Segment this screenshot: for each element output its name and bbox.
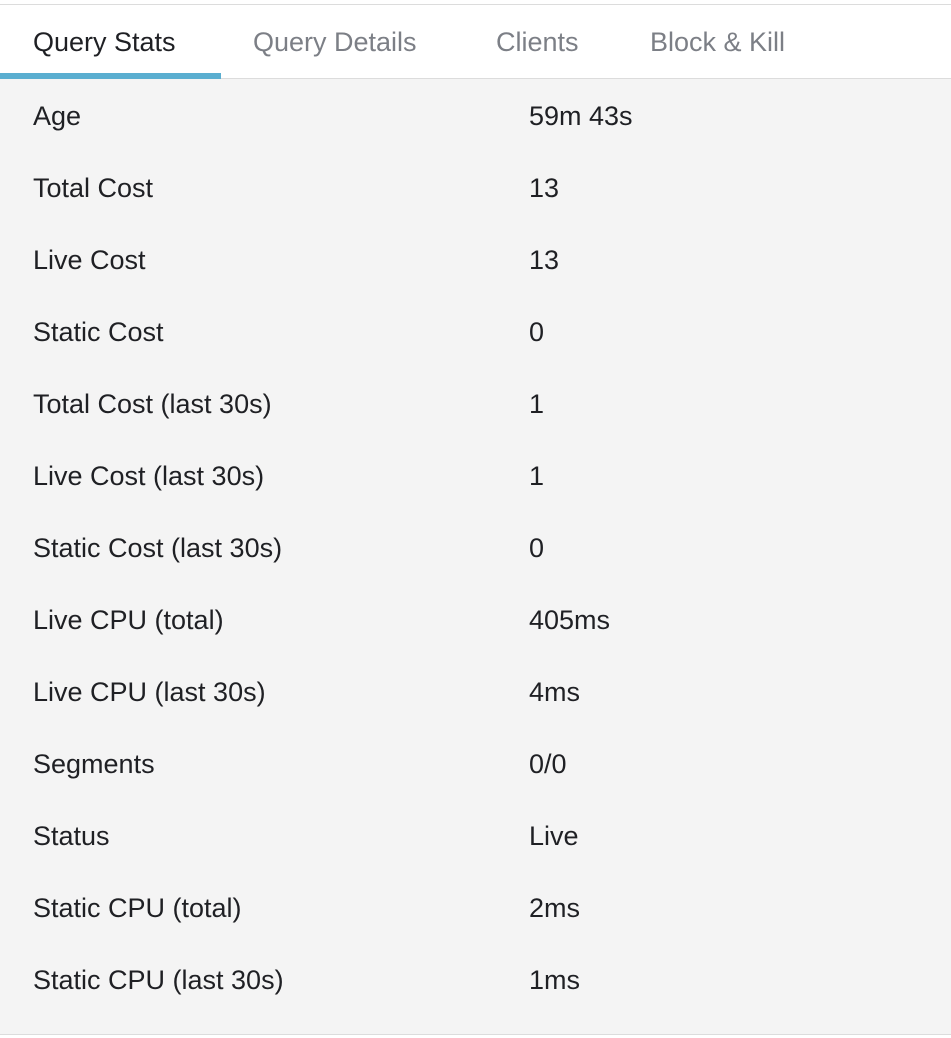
stat-row-static-cost-last-30s: Static Cost (last 30s) 0 <box>0 511 951 583</box>
tab-bar: Query Stats Query Details Clients Block … <box>0 5 951 79</box>
bottom-divider <box>0 1034 951 1035</box>
stat-value: 13 <box>529 173 560 203</box>
stat-row-age: Age 59m 43s <box>0 79 951 151</box>
stat-label: Static CPU (last 30s) <box>33 965 284 995</box>
stat-value: 13 <box>529 245 560 275</box>
stat-value: 2ms <box>529 893 581 923</box>
stat-label: Total Cost (last 30s) <box>33 389 272 419</box>
stat-row-live-cost-last-30s: Live Cost (last 30s) 1 <box>0 439 951 511</box>
stat-label: Live CPU (last 30s) <box>33 677 266 707</box>
stat-label: Live CPU (total) <box>33 605 224 635</box>
stat-row-live-cpu-last-30s: Live CPU (last 30s) 4ms <box>0 655 951 727</box>
stat-value: 1 <box>529 461 545 491</box>
tab-query-details[interactable]: Query Details <box>253 27 417 57</box>
stat-label: Total Cost <box>33 173 154 203</box>
stat-value: Live <box>529 821 579 851</box>
stat-row-total-cost: Total Cost 13 <box>0 151 951 223</box>
tab-query-stats[interactable]: Query Stats <box>33 27 176 57</box>
stat-row-segments: Segments 0/0 <box>0 727 951 799</box>
stat-label: Segments <box>33 749 155 779</box>
stat-value: 405ms <box>529 605 611 635</box>
stat-value: 1 <box>529 389 545 419</box>
stat-row-live-cpu-total: Live CPU (total) 405ms <box>0 583 951 655</box>
stat-row-status: Status Live <box>0 799 951 871</box>
stat-row-static-cost: Static Cost 0 <box>0 295 951 367</box>
stat-value: 0/0 <box>529 749 567 779</box>
stat-label: Live Cost (last 30s) <box>33 461 265 491</box>
tab-clients[interactable]: Clients <box>496 27 579 57</box>
stat-row-static-cpu-total: Static CPU (total) 2ms <box>0 871 951 943</box>
stat-value: 0 <box>529 533 545 563</box>
stat-label: Age <box>33 101 82 131</box>
stat-row-static-cpu-last-30s: Static CPU (last 30s) 1ms <box>0 943 951 1015</box>
top-divider <box>0 4 951 5</box>
stat-row-live-cost: Live Cost 13 <box>0 223 951 295</box>
stat-value: 0 <box>529 317 545 347</box>
query-stats-panel: Age 59m 43s Total Cost 13 Live Cost 13 S… <box>0 79 951 1034</box>
tab-block-and-kill[interactable]: Block & Kill <box>650 27 786 57</box>
stat-value: 1ms <box>529 965 581 995</box>
stat-label: Status <box>33 821 110 851</box>
stat-row-total-cost-last-30s: Total Cost (last 30s) 1 <box>0 367 951 439</box>
stat-value: 4ms <box>529 677 581 707</box>
active-tab-indicator <box>0 73 221 79</box>
stat-label: Live Cost <box>33 245 146 275</box>
stat-label: Static Cost <box>33 317 164 347</box>
stat-label: Static CPU (total) <box>33 893 242 923</box>
stat-value: 59m 43s <box>529 101 633 131</box>
stat-label: Static Cost (last 30s) <box>33 533 283 563</box>
